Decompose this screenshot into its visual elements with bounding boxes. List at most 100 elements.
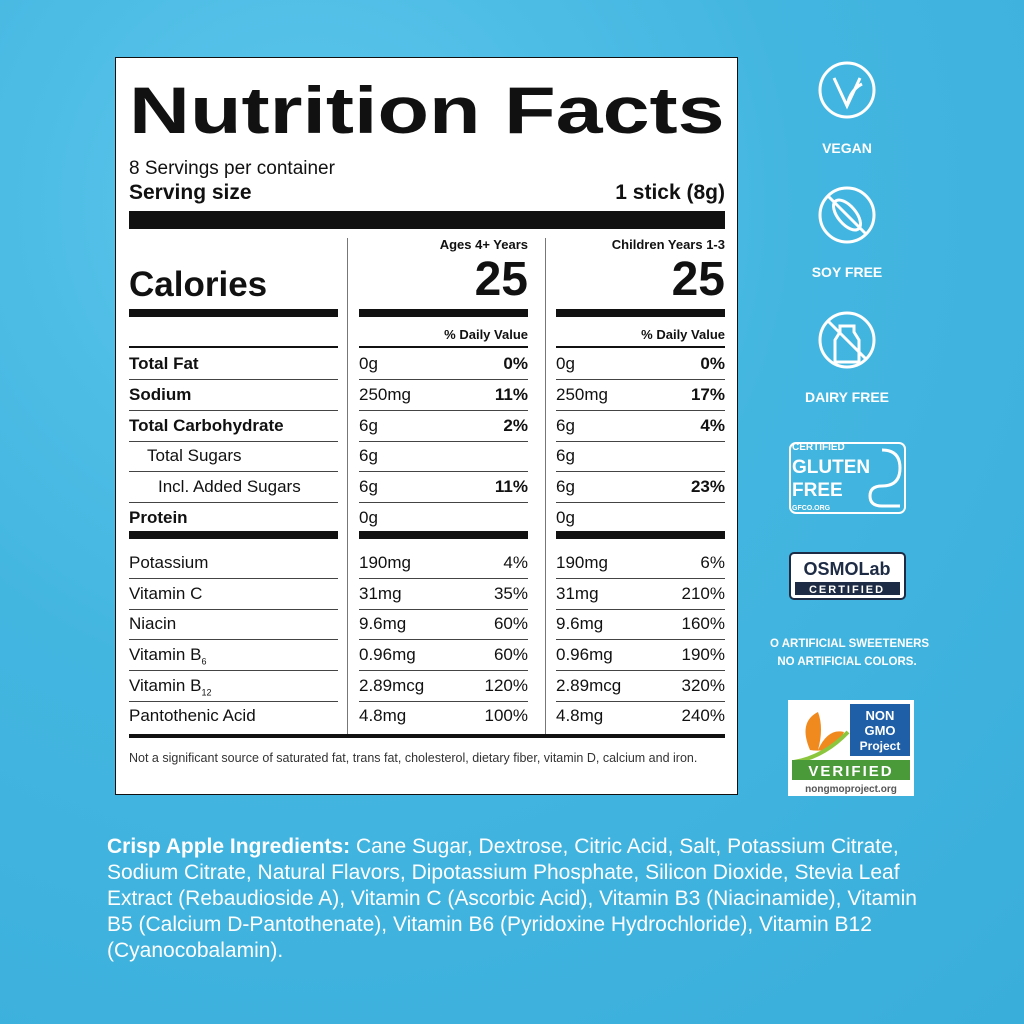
percent-dv: 17% xyxy=(690,384,725,404)
subscript: 6 xyxy=(201,656,207,667)
badge-text: Project xyxy=(860,739,901,753)
amount: 6g xyxy=(556,445,575,465)
amount: 0g xyxy=(359,353,378,373)
percent-dv: 4% xyxy=(503,552,528,572)
amount: 6g xyxy=(556,476,575,496)
amount: 6g xyxy=(359,445,378,465)
badge-text: nongmoproject.org xyxy=(805,784,897,795)
rule xyxy=(129,309,338,317)
amount: 6g xyxy=(359,476,378,496)
badge-text: FREE xyxy=(792,480,843,501)
amount: 2.89mcg xyxy=(359,675,425,695)
percent-dv: 2% xyxy=(503,415,528,435)
rule xyxy=(129,578,338,579)
nutrient-name: Vitamin B6 xyxy=(129,644,207,667)
rule xyxy=(556,502,725,503)
title: Nutrition Facts xyxy=(129,73,725,148)
amount: 0.96mg xyxy=(359,644,416,664)
amount: 0g xyxy=(556,507,575,527)
rule xyxy=(359,379,528,380)
amount: 31mg xyxy=(359,583,402,603)
rule xyxy=(129,211,725,229)
amount: 31mg xyxy=(556,583,599,603)
amount: 9.6mg xyxy=(556,613,604,633)
rule xyxy=(556,410,725,411)
nutrient-name: Sodium xyxy=(129,384,192,404)
calories-value: 25 xyxy=(671,253,725,307)
badge-text: VERIFIED xyxy=(808,763,893,780)
nutrient-name: Niacin xyxy=(129,613,177,633)
nutrient-name: Total Sugars xyxy=(147,445,242,465)
nutrient-name: Total Fat xyxy=(129,353,199,373)
percent-dv: 0% xyxy=(700,353,725,373)
badge-text: CERTIFIED xyxy=(809,584,885,596)
amount: 4.8mg xyxy=(359,705,407,725)
rule xyxy=(129,379,338,380)
rule xyxy=(129,531,338,539)
rule xyxy=(129,471,338,472)
rule xyxy=(129,701,338,702)
nutrient-name: Potassium xyxy=(129,552,209,572)
percent-dv: 6% xyxy=(700,552,725,572)
rule xyxy=(359,639,528,640)
rule xyxy=(556,609,725,610)
nutrient-name: Incl. Added Sugars xyxy=(158,476,301,496)
column-header: Ages 4+ Years xyxy=(439,237,528,253)
percent-dv: 210% xyxy=(681,583,725,603)
percent-dv: 11% xyxy=(494,476,528,496)
percent-dv: 11% xyxy=(494,384,528,404)
rule xyxy=(556,441,725,442)
rule xyxy=(129,441,338,442)
claim: NO ARTIFICIAL COLORS. xyxy=(777,656,916,668)
amount: 250mg xyxy=(556,384,608,404)
rule xyxy=(129,609,338,610)
percent-dv: 100% xyxy=(484,705,528,725)
badge-text: NON xyxy=(866,708,895,723)
rule xyxy=(359,578,528,579)
rule xyxy=(556,309,725,317)
percent-dv: 60% xyxy=(493,644,528,664)
percent-dv: 23% xyxy=(690,476,725,496)
percent-dv: 320% xyxy=(681,675,725,695)
percent-dv: 160% xyxy=(681,613,725,633)
nutrition-label: Nutrition Facts 8 Servings per container S… xyxy=(115,57,738,795)
percent-dv: 120% xyxy=(484,675,528,695)
badge-text: GFCO.ORG xyxy=(792,505,831,512)
footnote: Not a significant source of saturated fa… xyxy=(129,750,698,765)
rule xyxy=(556,346,725,348)
amount: 250mg xyxy=(359,384,411,404)
rule xyxy=(359,441,528,442)
amount: 6g xyxy=(359,415,378,435)
badge-label: SOY FREE xyxy=(812,264,883,280)
rule xyxy=(359,309,528,317)
rule xyxy=(556,471,725,472)
percent-dv: 60% xyxy=(493,613,528,633)
rule xyxy=(129,502,338,503)
calories-label: Calories xyxy=(129,265,268,304)
rule xyxy=(359,410,528,411)
calories-value: 25 xyxy=(474,253,528,307)
percent-dv: 4% xyxy=(700,415,725,435)
percent-dv: 0% xyxy=(503,353,528,373)
rule xyxy=(556,639,725,640)
amount: 2.89mcg xyxy=(556,675,622,695)
rule xyxy=(556,379,725,380)
badge-text: CERTIFIED xyxy=(792,442,845,453)
rule xyxy=(129,410,338,411)
rule xyxy=(359,609,528,610)
serving-size: 1 stick (8g) xyxy=(615,181,725,205)
ingredients: Crisp Apple Ingredients: Cane Sugar, Dex… xyxy=(107,834,937,964)
badges: VEGAN SOY FREE DAIRY FREE CERTIFIED GLUT… xyxy=(770,61,930,796)
rule xyxy=(359,502,528,503)
column-divider xyxy=(545,238,546,735)
rule xyxy=(556,578,725,579)
column-header: Children Years 1-3 xyxy=(611,237,725,253)
nutrient-name: Vitamin B12 xyxy=(129,675,212,698)
rule xyxy=(359,701,528,702)
nutrient-name: Total Carbohydrate xyxy=(129,415,284,435)
amount: 0g xyxy=(556,353,575,373)
amount: 0.96mg xyxy=(556,644,613,664)
serving-size-label: Serving size xyxy=(129,181,252,205)
amount: 4.8mg xyxy=(556,705,604,725)
amount: 190mg xyxy=(359,552,411,572)
